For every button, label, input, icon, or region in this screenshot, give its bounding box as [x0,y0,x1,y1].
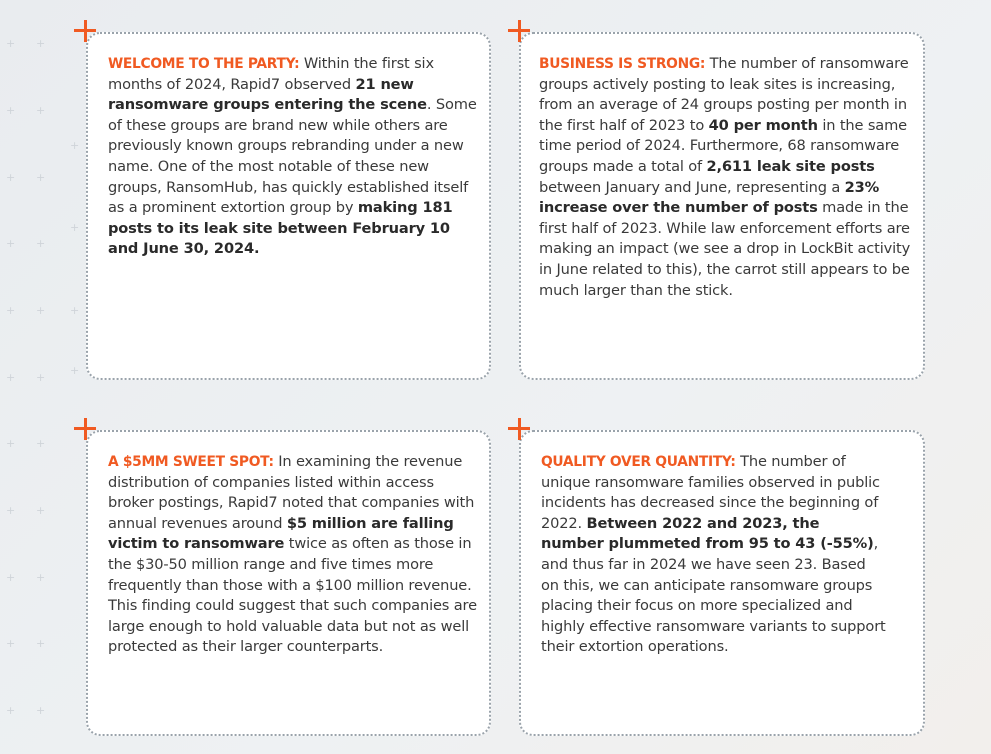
plus-icon: + [36,104,46,117]
plus-icon: + [36,437,46,450]
plus-icon: + [6,304,16,317]
card-body-text: The number of ransomware groups actively… [539,55,909,134]
plus-icon: + [36,704,46,717]
plus-icon: + [36,237,46,250]
info-card-sweet-spot [86,430,491,736]
info-card-business [519,32,925,380]
card-body-text: . Some of these groups are brand new whi… [108,96,477,217]
card-body-text: made in the first half of 2023. While la… [539,199,911,299]
plus-icon: + [36,371,46,384]
plus-icon: + [36,637,46,650]
plus-icon: + [36,304,46,317]
plus-icon: + [6,237,16,250]
plus-icon [508,20,530,42]
plus-icon: + [36,571,46,584]
card-highlight-text: 21 new ransomware groups entering the sc… [108,75,427,114]
plus-icon: + [36,171,46,184]
card-text-quality: QUALITY OVER QUANTITY: The number of uni… [541,452,886,658]
card-body-text: , and thus far in 2024 we have seen 23. … [541,535,886,656]
plus-icon: + [70,304,80,317]
card-highlight-text: Between 2022 and 2023, the number plumme… [541,514,874,553]
card-body-text: In examining the revenue distribution of… [108,453,475,532]
card-body-text: between January and June, representing a [539,178,845,196]
plus-icon: + [6,171,16,184]
card-body-text: The number of unique ransomware families… [541,453,880,532]
info-card-quality [519,430,925,736]
plus-icon: + [6,437,16,450]
plus-icon: + [70,139,80,152]
card-body-text: twice as often as those in the $30-50 mi… [108,535,477,656]
plus-icon: + [6,637,16,650]
card-heading-welcome: WELCOME TO THE PARTY: [108,56,300,72]
plus-icon [508,418,530,440]
card-heading-quality: QUALITY OVER QUANTITY: [541,454,736,470]
plus-icon: + [36,504,46,517]
card-highlight-text: 23% increase over the number of posts [539,178,880,217]
plus-icon: + [6,504,16,517]
plus-icon: + [6,37,16,50]
card-heading-sweet-spot: A $5MM SWEET SPOT: [108,454,274,470]
card-highlight-text: 2,611 leak site posts [706,157,875,175]
card-highlight-text: making 181 posts to its leak site betwee… [108,199,453,258]
card-text-welcome: WELCOME TO THE PARTY: Within the first s… [108,54,478,260]
plus-icon: + [6,104,16,117]
plus-icon: + [6,571,16,584]
plus-icon: + [6,704,16,717]
card-body-text: in the same time period of 2024. Further… [539,116,907,175]
plus-icon [74,418,96,440]
plus-icon [74,20,96,42]
plus-icon: + [70,221,80,234]
card-heading-business: BUSINESS IS STRONG: [539,56,706,72]
card-text-sweet-spot: A $5MM SWEET SPOT: In examining the reve… [108,452,478,658]
info-card-welcome [86,32,491,380]
card-text-business: BUSINESS IS STRONG: The number of ransom… [539,54,914,301]
plus-icon: + [36,37,46,50]
card-highlight-text: 40 per month [708,116,818,134]
plus-icon: + [70,364,80,377]
plus-icon: + [6,371,16,384]
card-highlight-text: $5 million are falling victim to ransomw… [108,514,454,553]
card-body-text: Within the first six months of 2024, Rap… [108,55,434,93]
